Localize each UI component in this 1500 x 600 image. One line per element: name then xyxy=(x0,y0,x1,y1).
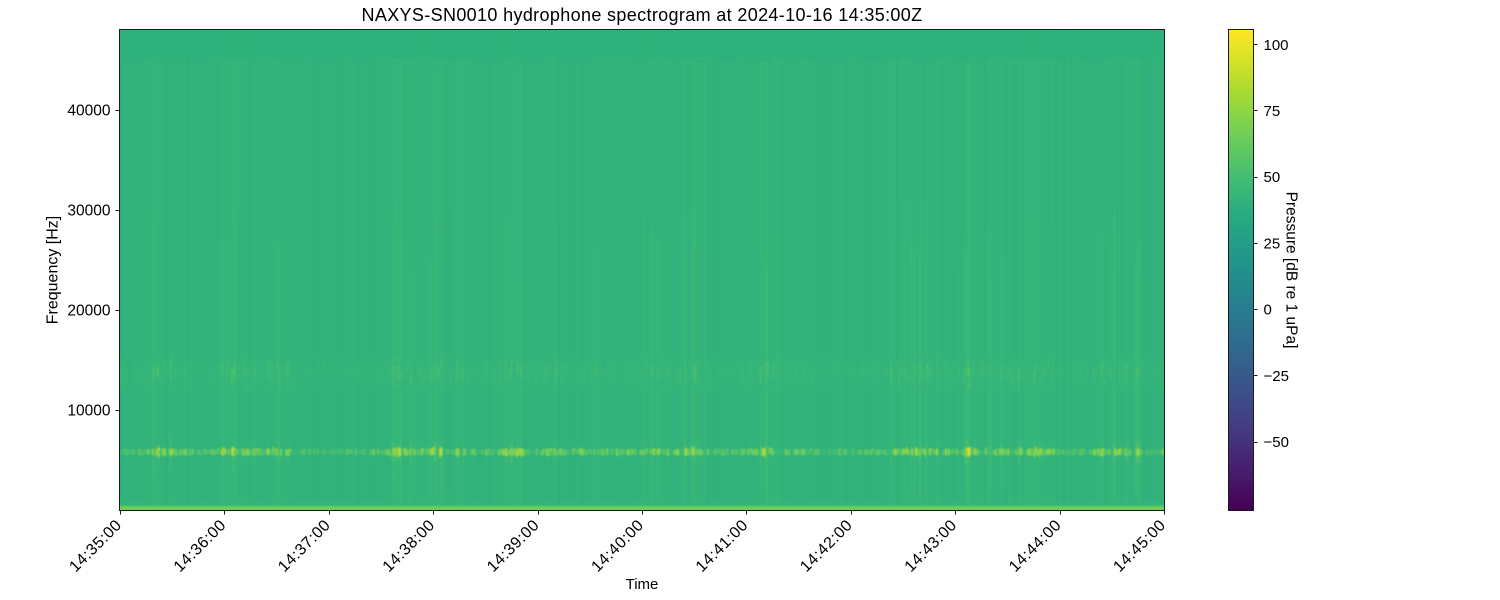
svg-text:0: 0 xyxy=(1264,302,1272,319)
svg-text:20000: 20000 xyxy=(67,303,110,320)
svg-text:NAXYS-SN0010 hydrophone spectr: NAXYS-SN0010 hydrophone spectrogram at 2… xyxy=(362,5,923,25)
svg-text:25: 25 xyxy=(1264,235,1281,252)
svg-text:−50: −50 xyxy=(1264,434,1289,451)
svg-text:75: 75 xyxy=(1264,103,1281,120)
svg-text:Frequency [Hz]: Frequency [Hz] xyxy=(45,216,62,324)
svg-text:Pressure [dB re 1 uPa]: Pressure [dB re 1 uPa] xyxy=(1283,192,1300,349)
svg-text:−25: −25 xyxy=(1264,368,1289,385)
svg-text:50: 50 xyxy=(1264,169,1281,186)
svg-text:30000: 30000 xyxy=(67,203,110,220)
svg-text:100: 100 xyxy=(1264,37,1289,54)
svg-text:40000: 40000 xyxy=(67,103,110,120)
svg-text:Time: Time xyxy=(626,576,659,593)
svg-text:10000: 10000 xyxy=(67,403,110,420)
